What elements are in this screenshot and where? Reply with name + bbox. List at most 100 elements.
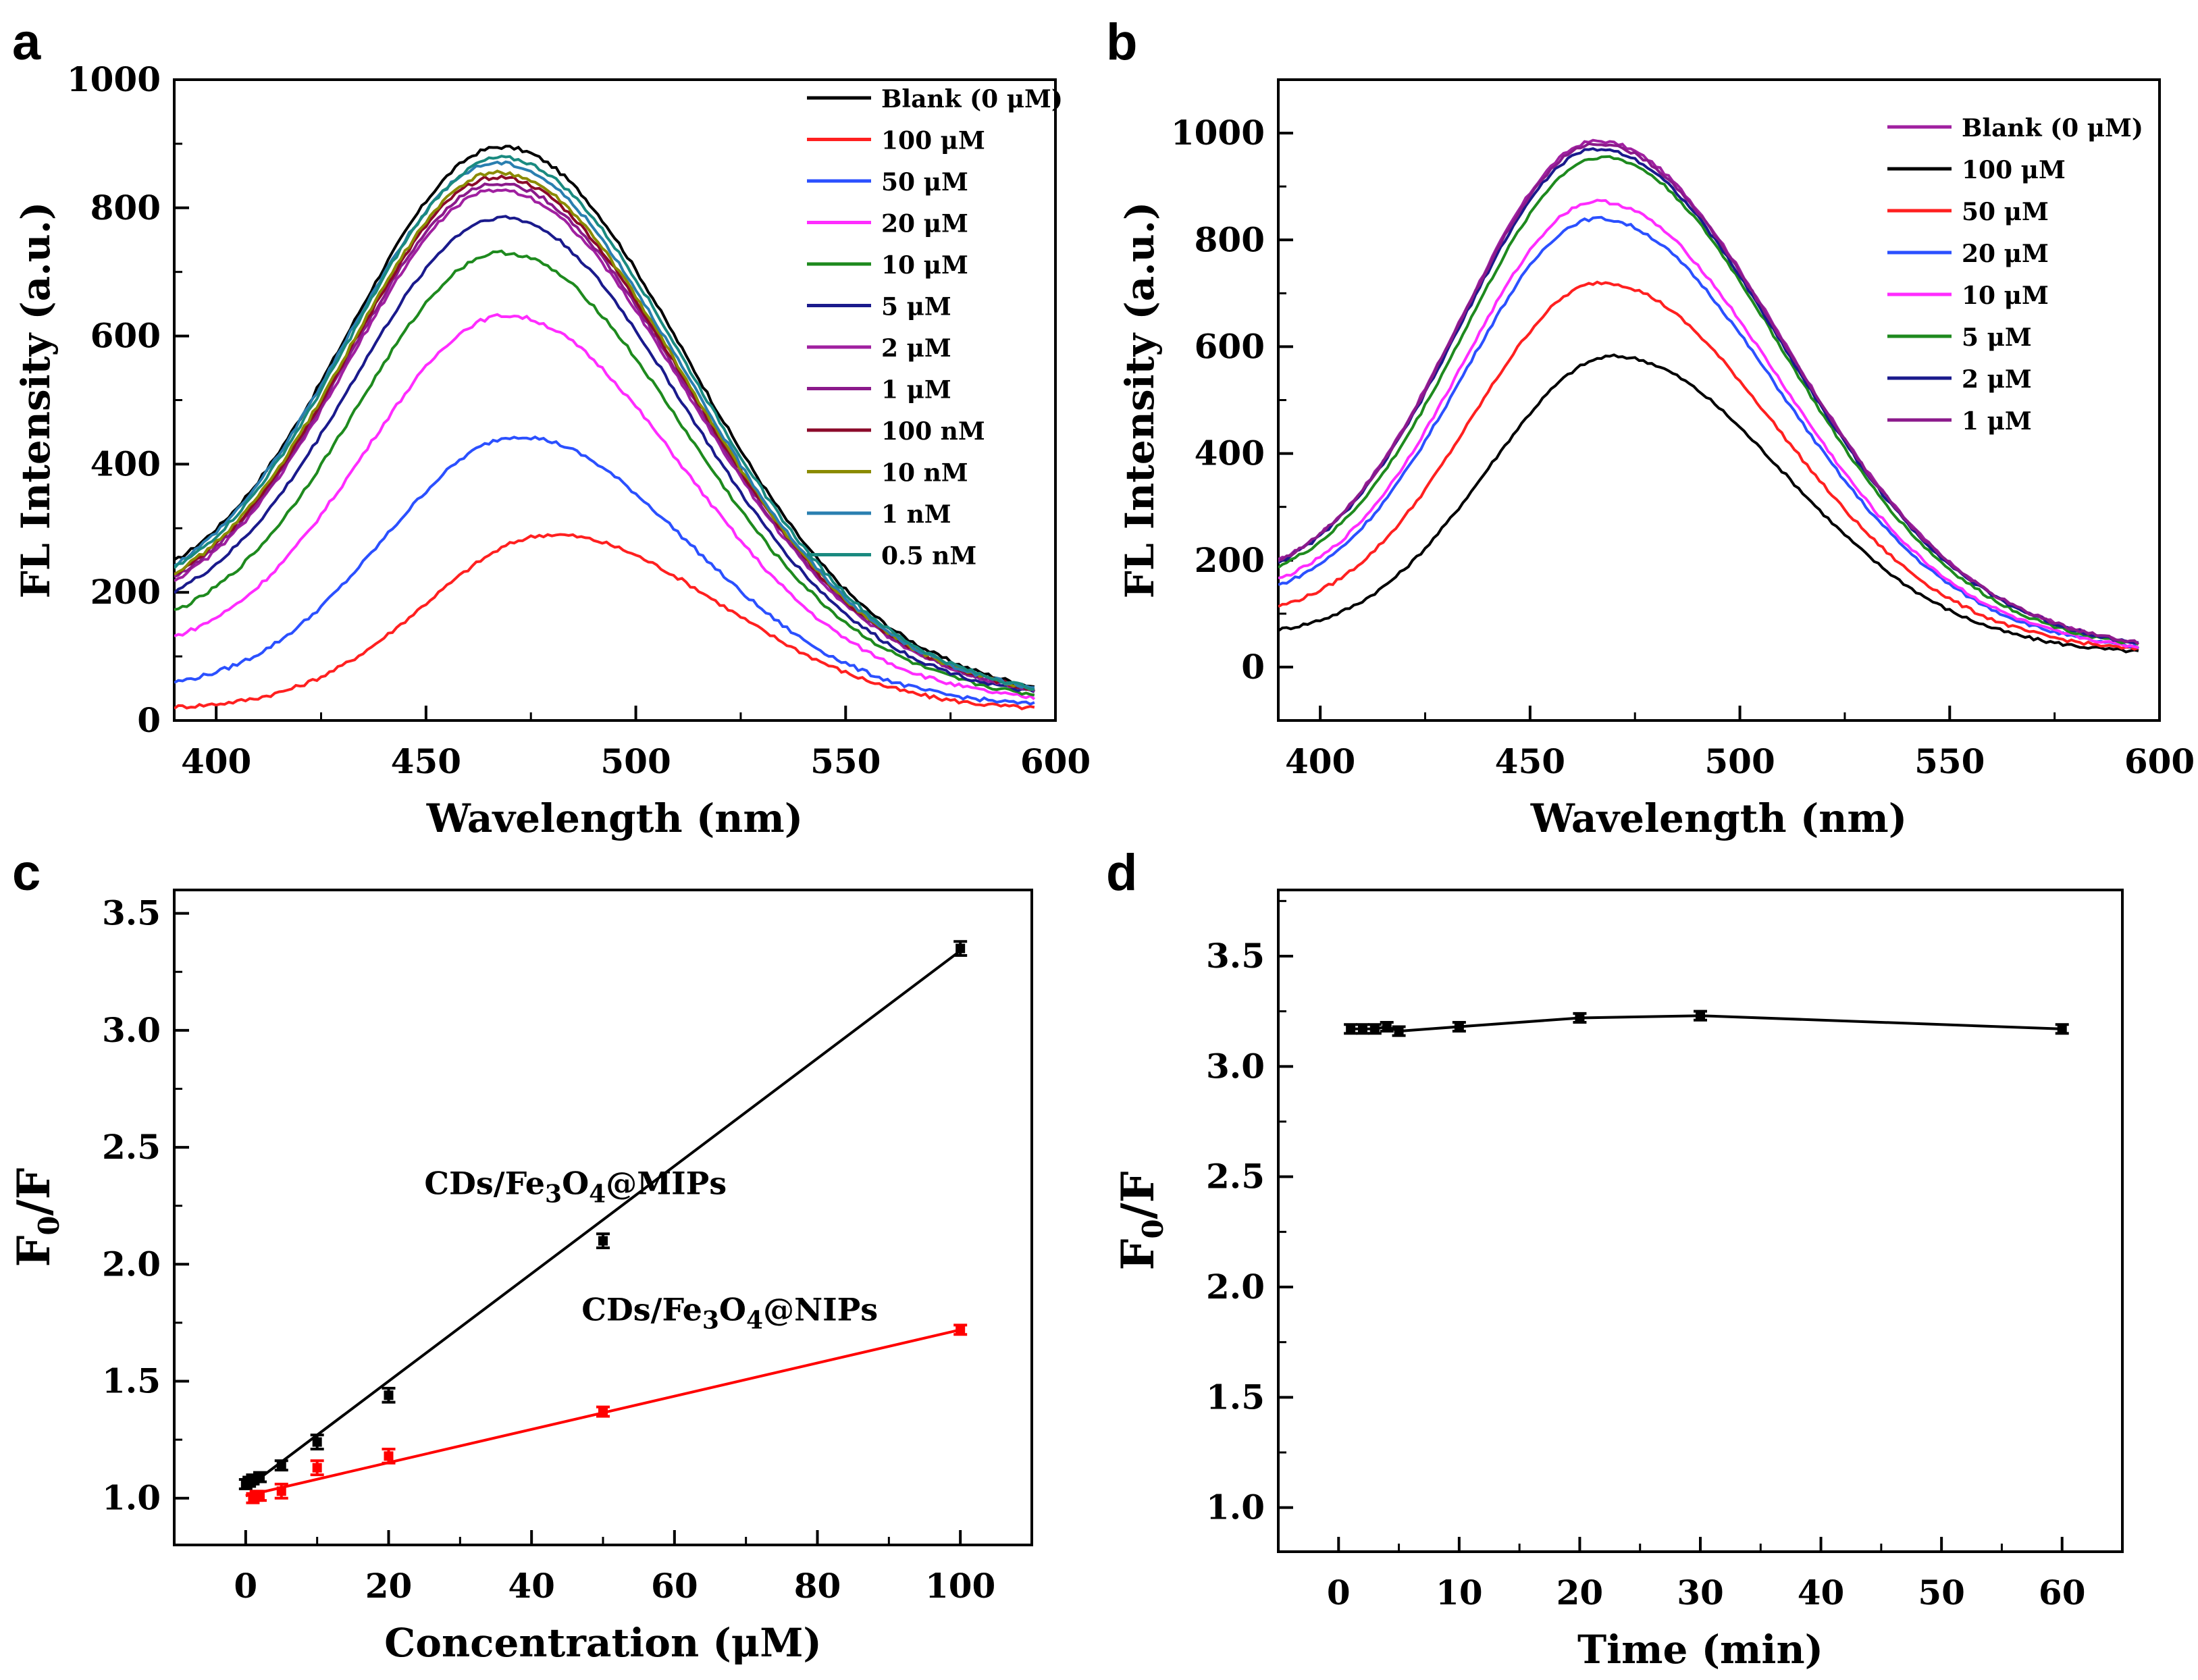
panel-letter-d: d xyxy=(1106,844,1137,901)
legend-label: 50 μM xyxy=(1962,198,2049,226)
y-tick-label: 3.5 xyxy=(1206,936,1265,976)
legend-label: 20 μM xyxy=(1962,240,2049,268)
legend-label: 2 μM xyxy=(1962,365,2032,394)
x-tick-label: 30 xyxy=(1677,1573,1724,1612)
x-tick-label: 0 xyxy=(234,1566,257,1606)
y-tick-label: 800 xyxy=(90,188,161,228)
legend-label: 50 μM xyxy=(881,168,968,196)
y-axis-title: FL Intensity (a.u.) xyxy=(13,202,59,599)
y-tick-label: 400 xyxy=(1195,434,1265,473)
x-axis-title: Time (min) xyxy=(1577,1627,1823,1673)
spectrum-line xyxy=(1278,215,2140,650)
spectrum-line xyxy=(1278,142,2140,646)
data-point xyxy=(956,943,966,953)
data-point xyxy=(1696,1011,1705,1021)
panel-letter-a: a xyxy=(12,14,41,71)
y-tick-label: 2.0 xyxy=(102,1244,161,1284)
legend-label: 100 nM xyxy=(881,417,985,446)
x-tick-label: 400 xyxy=(181,741,251,781)
y-tick-label: 2.5 xyxy=(102,1127,161,1167)
panel-letter-b: b xyxy=(1106,14,1137,71)
series-annotation: CDs/Fe3O4@MIPs xyxy=(424,1165,727,1208)
legend-label: 10 μM xyxy=(881,251,968,280)
x-tick-label: 600 xyxy=(1020,741,1091,781)
panel-a-chart: 400 450 500 550 600 0 200 400 600 800 1000 Waveleng… xyxy=(13,59,1091,841)
panel-b-chart: 400 450 500 550 600 0 200 400 600 800 1000 Waveleng… xyxy=(1117,78,2195,841)
spectrum-line xyxy=(174,435,1035,706)
spectrum-line xyxy=(1278,280,2139,651)
y-tick-label: 400 xyxy=(90,444,161,483)
data-point xyxy=(312,1437,322,1447)
data-point xyxy=(384,1451,394,1461)
x-tick-label: 40 xyxy=(508,1566,555,1606)
legend-label: Blank (0 μM) xyxy=(881,85,1063,113)
spectrum-line xyxy=(174,155,1035,691)
x-tick-label: 40 xyxy=(1798,1573,1845,1612)
panel-d-chart: 0 10 20 30 40 50 60 1.0 1.5 2.0 2.5 3.0 3.5 Time (min… xyxy=(1111,889,2124,1673)
x-tick-label: 550 xyxy=(1914,741,1985,781)
data-point xyxy=(312,1463,322,1473)
x-tick-label: 60 xyxy=(2039,1573,2086,1612)
x-tick-label: 450 xyxy=(1495,741,1565,781)
data-point xyxy=(1454,1022,1464,1032)
data-point xyxy=(2057,1024,2067,1034)
x-tick-label: 20 xyxy=(1556,1573,1604,1612)
legend-label: 100 μM xyxy=(1962,156,2066,184)
spectrum-line xyxy=(174,533,1035,711)
x-tick-label: 450 xyxy=(391,741,461,781)
data-point xyxy=(1358,1024,1367,1034)
legend-label: 100 μM xyxy=(881,127,985,155)
data-point xyxy=(956,1325,966,1335)
x-tick-label: 400 xyxy=(1285,741,1355,781)
y-tick-label: 3.0 xyxy=(102,1010,161,1050)
legend-label: 1 μM xyxy=(881,376,951,404)
spectrum-line xyxy=(174,249,1035,697)
panel-letter-c: c xyxy=(12,844,41,901)
y-tick-label: 1.5 xyxy=(102,1361,161,1401)
spectrum-line xyxy=(1278,353,2139,654)
data-point xyxy=(255,1491,265,1501)
y-tick-label: 0 xyxy=(1241,647,1265,687)
spectrum-line xyxy=(174,160,1035,689)
y-tick-label: 1.0 xyxy=(102,1478,161,1518)
spectrum-line xyxy=(174,182,1036,693)
y-axis-title: F0/F xyxy=(7,1167,66,1267)
x-axis-title: Wavelength (nm) xyxy=(1530,795,1908,841)
data-point xyxy=(384,1390,394,1400)
data-point xyxy=(598,1236,608,1246)
x-tick-label: 100 xyxy=(925,1566,995,1606)
spectrum-line xyxy=(1278,155,2139,646)
y-tick-label: 2.5 xyxy=(1206,1157,1265,1197)
x-tick-label: 80 xyxy=(794,1566,841,1606)
x-tick-label: 500 xyxy=(600,741,671,781)
spectrum-line xyxy=(174,215,1035,693)
data-point xyxy=(598,1407,608,1417)
y-tick-label: 600 xyxy=(90,316,161,356)
x-tick-label: 20 xyxy=(365,1566,413,1606)
y-tick-label: 600 xyxy=(1195,326,1265,366)
legend-label: Blank (0 μM) xyxy=(1962,114,2143,142)
data-point xyxy=(276,1486,286,1496)
series-annotation: CDs/Fe3O4@NIPs xyxy=(581,1291,878,1334)
legend-label: 10 nM xyxy=(881,459,968,488)
x-tick-label: 10 xyxy=(1436,1573,1483,1612)
plot-frame xyxy=(1277,889,2124,1553)
data-point xyxy=(1382,1022,1392,1032)
legend-label: 0.5 nM xyxy=(881,542,976,571)
y-tick-label: 1.5 xyxy=(1206,1377,1265,1417)
y-tick-label: 0 xyxy=(137,700,161,740)
x-tick-label: 0 xyxy=(1327,1573,1351,1612)
x-axis-title: Wavelength (nm) xyxy=(426,795,804,841)
spectrum-line xyxy=(174,313,1036,700)
panel-c-chart: 0 20 40 60 80 100 1.0 1.5 2.0 2.5 3.0 3.5 Concentrat… xyxy=(7,889,1033,1666)
y-tick-label: 1000 xyxy=(67,59,161,99)
y-tick-label: 2.0 xyxy=(1206,1267,1265,1307)
y-tick-label: 3.0 xyxy=(1206,1046,1265,1086)
data-point xyxy=(1575,1013,1585,1023)
x-tick-label: 550 xyxy=(810,741,881,781)
x-tick-label: 500 xyxy=(1704,741,1775,781)
legend-label: 5 μM xyxy=(881,293,951,321)
legend-label: 20 μM xyxy=(881,210,968,238)
y-tick-label: 200 xyxy=(90,572,161,612)
y-axis-title: F0/F xyxy=(1111,1171,1170,1270)
